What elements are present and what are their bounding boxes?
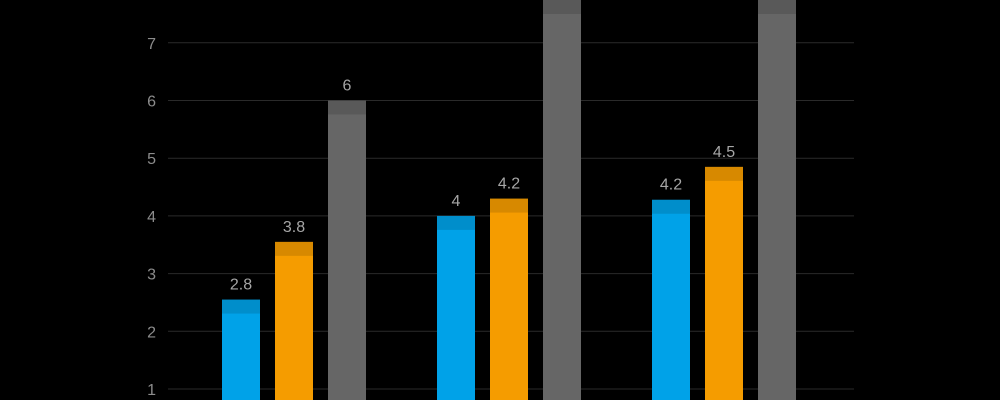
y-tick-label: 6 (147, 94, 156, 111)
bar-top-shade (437, 215, 475, 230)
bar-top-shade (222, 299, 260, 314)
data-label: 4.2 (660, 177, 682, 194)
data-label: 4.5 (713, 144, 735, 161)
bar (652, 199, 690, 400)
y-tick-label: 1 (147, 382, 156, 399)
bar-top-shade (490, 198, 528, 213)
bar (758, 0, 796, 400)
data-label: 6 (343, 78, 352, 95)
bar-top-shade (652, 199, 690, 214)
y-tick-label: 2 (147, 324, 156, 341)
data-labels: 2.8 4 4.2 3.8 4.2 4.5 6 (230, 78, 735, 294)
y-tick-label: 4 (147, 209, 156, 226)
data-label: 3.8 (283, 219, 305, 236)
bar (437, 215, 475, 400)
data-label: 4 (452, 193, 461, 210)
bar (705, 166, 743, 400)
bar-top-shade (758, 0, 796, 14)
bar (222, 299, 260, 400)
data-label: 2.8 (230, 277, 252, 294)
bar (328, 100, 366, 400)
y-axis-tick-labels: 1 2 3 4 5 6 7 (147, 36, 156, 399)
bar (543, 0, 581, 400)
bar-top-shade (543, 0, 581, 14)
y-tick-label: 5 (147, 151, 156, 168)
bar (490, 198, 528, 400)
bar-top-shade (328, 100, 366, 115)
y-tick-label: 3 (147, 267, 156, 284)
bar (275, 241, 313, 400)
bars (222, 0, 796, 400)
bar-top-shade (275, 241, 313, 256)
bar-top-shade (705, 166, 743, 181)
data-label: 4.2 (498, 176, 520, 193)
y-tick-label: 7 (147, 36, 156, 53)
